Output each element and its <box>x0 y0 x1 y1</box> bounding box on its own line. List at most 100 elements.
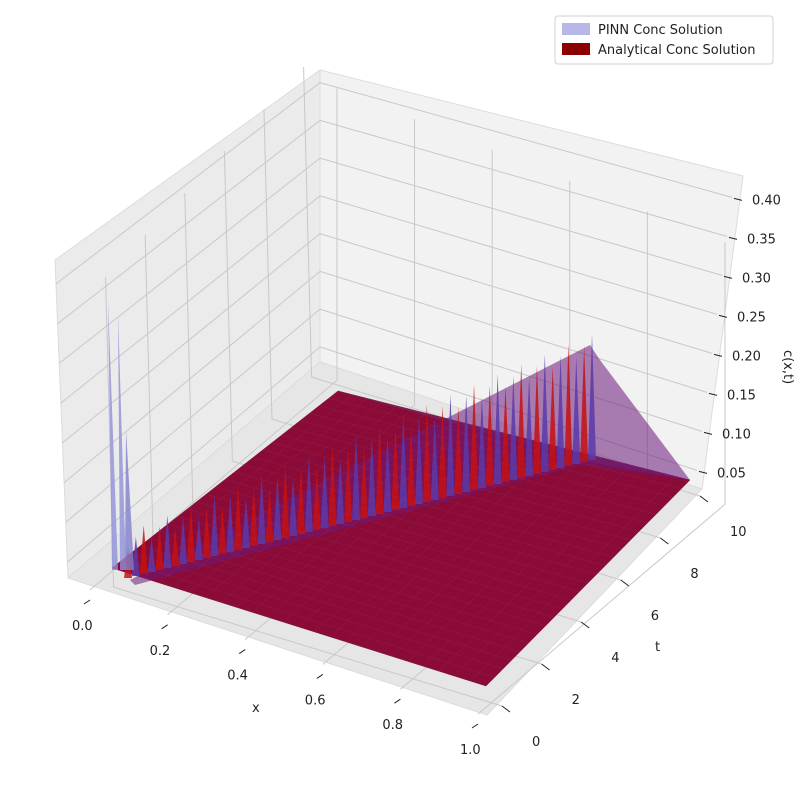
analytical-spike <box>359 447 368 518</box>
pinn-spike <box>210 495 219 556</box>
mesh-line <box>111 390 339 569</box>
mesh-line <box>196 501 563 609</box>
legend-label-analytical: Analytical Conc Solution <box>598 43 755 58</box>
pinn-spike <box>336 457 345 524</box>
x-tick-mark <box>471 723 479 729</box>
z-gridline-left <box>57 120 321 324</box>
pinn-spike <box>273 476 282 540</box>
pinn-spike-peak-3 <box>125 430 134 570</box>
analytical-spike <box>344 446 353 522</box>
t-gridline <box>113 586 503 707</box>
mesh-line <box>149 538 521 652</box>
mesh-line <box>187 508 555 618</box>
t-tick-mark <box>580 621 590 629</box>
mesh-line <box>243 464 606 566</box>
z-gridline <box>319 233 713 354</box>
mesh-line <box>485 479 691 687</box>
mesh-line <box>283 431 500 623</box>
z-gridline-left <box>58 157 321 364</box>
pinn-spike-peak-2 <box>118 312 126 570</box>
z-gridline <box>319 308 703 432</box>
legend: PINN Conc Solution Analytical Conc Solut… <box>554 15 774 65</box>
mesh-line <box>121 560 495 678</box>
mesh-line <box>174 405 397 588</box>
x-tick-mark <box>394 698 401 704</box>
z-tick-label: 0.30 <box>742 271 771 286</box>
mesh-line <box>206 494 572 601</box>
mesh-line <box>376 453 588 652</box>
mesh-line <box>158 402 383 583</box>
z-gridline <box>319 270 708 393</box>
analytical-spike <box>202 506 211 558</box>
analytical-spike <box>438 405 447 498</box>
z-gridline <box>319 119 728 237</box>
t-tick-mark <box>620 579 630 587</box>
z-tick-label: 0.40 <box>752 193 781 208</box>
t-gridline-vertical <box>303 67 313 378</box>
mesh-line <box>253 457 614 558</box>
t-gridline-vertical <box>184 193 194 504</box>
t-tick-label: 8 <box>690 567 698 582</box>
analytical-spike <box>532 365 541 474</box>
mesh-line <box>224 479 589 584</box>
mesh-line <box>407 461 617 662</box>
t-tick-mark <box>501 705 511 713</box>
mesh-line <box>423 465 632 667</box>
z-tick-label: 0.15 <box>727 388 756 403</box>
mesh-line <box>189 409 412 593</box>
pinn-spike <box>588 334 596 460</box>
analytical-spike <box>407 427 416 506</box>
z-tick-label: 0.10 <box>722 427 751 442</box>
t-tick-label: 10 <box>730 525 747 540</box>
z-tick-mark <box>713 353 723 357</box>
pinn-spike <box>556 355 565 468</box>
mesh-line <box>236 420 456 608</box>
z-tick-mark <box>733 197 743 201</box>
z-gridline-left <box>63 271 321 483</box>
analytical-spike <box>218 507 227 554</box>
mesh-line <box>205 413 427 598</box>
x-tick-label: 0.6 <box>305 693 326 708</box>
t-tick-mark <box>541 663 550 671</box>
analytical-spike <box>265 487 274 542</box>
pinn-spike <box>462 395 471 492</box>
z-tick-label: 0.20 <box>732 349 761 364</box>
x-tick-label: 1.0 <box>460 743 481 758</box>
pinn-spike <box>241 497 250 548</box>
analytical-spike <box>422 404 431 502</box>
mesh-line <box>252 424 471 613</box>
mesh-line <box>177 516 546 627</box>
z-gridline <box>319 82 733 198</box>
analytical-spike <box>564 344 573 466</box>
analytical-spike <box>249 486 258 546</box>
pinn-spike <box>194 517 203 560</box>
analytical-spike <box>485 385 494 486</box>
z-tick-mark <box>703 431 713 435</box>
analytical-spike <box>501 386 510 482</box>
analytical-spike <box>312 467 321 530</box>
t-tick-mark <box>699 495 709 503</box>
z-tick-mark <box>718 314 728 318</box>
t-gridline-vertical <box>223 151 233 462</box>
surfaces <box>108 300 691 687</box>
pinn-spike <box>289 477 298 536</box>
analytical-spike <box>281 464 290 538</box>
z-gridline-left <box>60 195 321 404</box>
pinn-spike <box>383 437 392 512</box>
x-tick-label: 0.0 <box>72 619 93 634</box>
analytical-spike <box>470 384 479 490</box>
surface-spikes <box>124 334 596 578</box>
pinn-spike <box>414 415 423 504</box>
x-tick-mark <box>316 673 324 679</box>
analytical-spike <box>454 407 463 494</box>
pinn-spike <box>540 354 549 472</box>
analytical-spike <box>234 485 243 550</box>
z-gridline-left <box>62 233 321 444</box>
x-tick-label: 0.8 <box>382 718 403 733</box>
mesh-line <box>392 457 603 657</box>
t-axis-ticks: 0 2 4 6 8 10 <box>501 495 747 750</box>
mesh-line <box>234 471 597 575</box>
t-tick-label: 6 <box>651 609 659 624</box>
z-gridline-left <box>65 308 321 523</box>
x-tick-mark <box>238 649 246 655</box>
